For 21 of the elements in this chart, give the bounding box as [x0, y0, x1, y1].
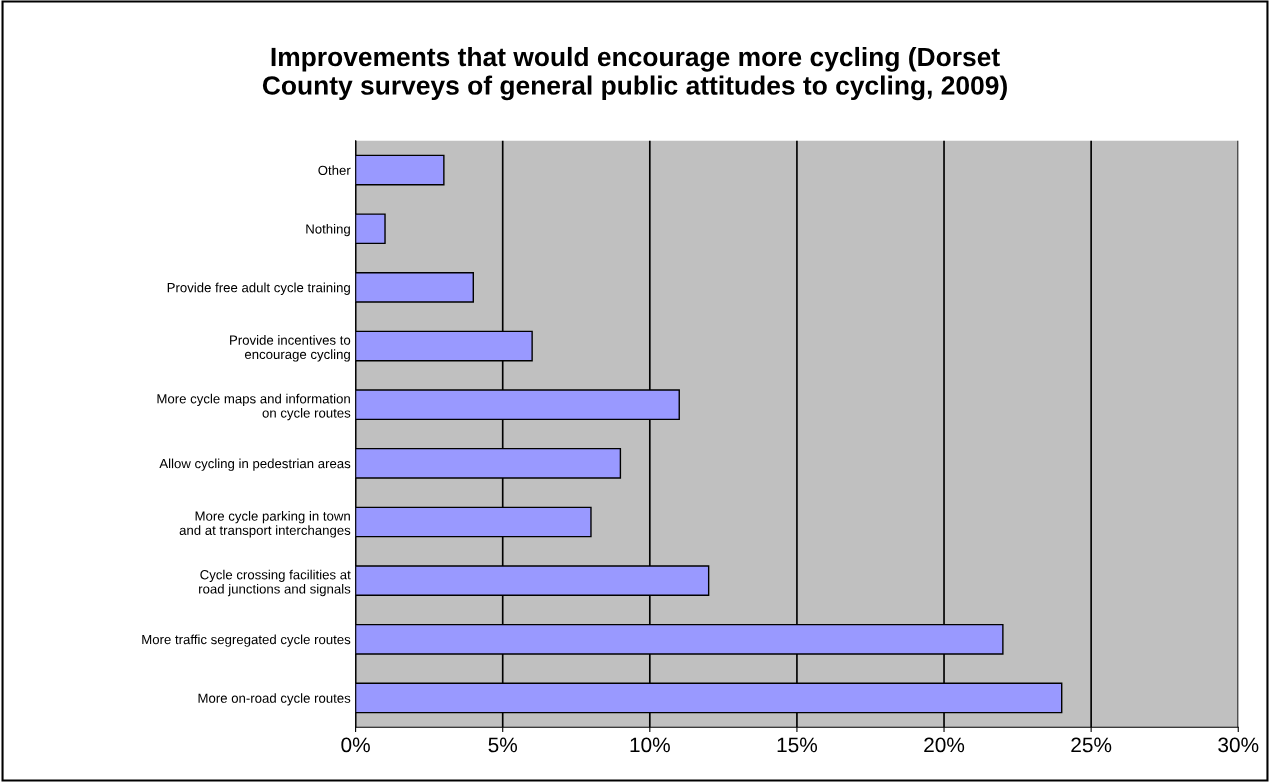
y-tick-label: Provide free adult cycle training: [167, 282, 350, 295]
y-tick-label: More cycle parking in town and at transport interchanges: [179, 511, 351, 538]
bar: [355, 154, 445, 186]
bar: [355, 213, 386, 245]
y-tick-label: More on-road cycle routes: [198, 693, 351, 706]
y-tick-label: More traffic segregated cycle routes: [142, 634, 351, 647]
x-tick-label: 25%: [1071, 737, 1112, 753]
x-tick-label: 30%: [1218, 737, 1259, 753]
y-tick-label: More cycle maps and information on cycle routes: [157, 393, 351, 421]
bar: [355, 272, 474, 303]
x-tick-label: 0%: [341, 737, 370, 753]
x-tick-label: 15%: [777, 737, 818, 753]
x-tick-label: 10%: [630, 737, 670, 753]
y-tick-label: Allow cycling in pedestrian areas: [159, 458, 351, 471]
x-tick-label: 20%: [924, 737, 965, 753]
chart-title: Improvements that would encourage more cycling (Dorset County surveys of general public attitudes to cycling, 2009): [262, 46, 1007, 101]
y-tick-label: Nothing: [306, 223, 350, 237]
y-tick-label: Provide incentives to encourage cycling: [230, 335, 351, 362]
y-tick-label: Cycle crossing facilities at road junctions and signals: [199, 569, 351, 597]
y-tick-label: Other: [318, 165, 351, 175]
x-tick-label: 5%: [488, 737, 518, 753]
